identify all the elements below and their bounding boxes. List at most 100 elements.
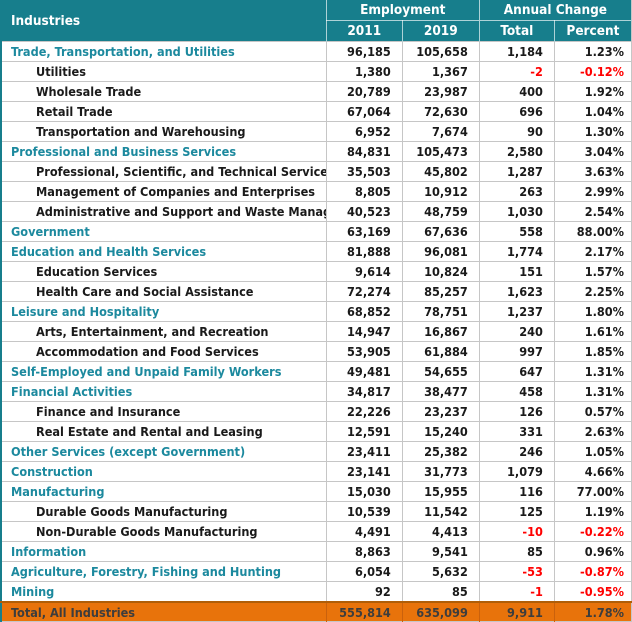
employment-2011-value: 49,481 (325, 361, 403, 382)
industry-name: Manufacturing (0, 481, 327, 502)
employment-2019-value: 105,658 (401, 41, 480, 62)
annual-change-total-value: 458 (478, 381, 555, 402)
industry-name: Agriculture, Forestry, Fishing and Hunti… (0, 561, 327, 582)
employment-2011-value: 40,523 (325, 201, 403, 222)
employment-2011-value: 84,831 (325, 141, 403, 162)
employment-2011-value: 10,539 (325, 501, 403, 522)
annual-change-total-value: 1,079 (478, 461, 555, 482)
employment-2011-value: 96,185 (325, 41, 403, 62)
industry-name: Real Estate and Rental and Leasing (0, 421, 327, 442)
annual-change-total-value: 126 (478, 401, 555, 422)
table-row: Retail Trade 67,064 72,630 696 1.04% (0, 101, 632, 122)
annual-change-percent-value: -0.95% (553, 581, 632, 603)
total-row: Total, All Industries 555,814 635,099 9,… (0, 601, 632, 622)
annual-change-total-value: 125 (478, 501, 555, 522)
annual-change-percent-value: 1.23% (553, 41, 632, 62)
employment-2011-value: 23,411 (325, 441, 403, 462)
annual-change-percent-value: 1.04% (553, 101, 632, 122)
employment-2011-value: 8,805 (325, 181, 403, 202)
table-row: Construction 23,141 31,773 1,079 4.66% (0, 461, 632, 482)
annual-change-total-value: 696 (478, 101, 555, 122)
employment-2011-value: 92 (325, 581, 403, 603)
industry-name: Transportation and Warehousing (0, 121, 327, 142)
employment-2019-value: 25,382 (401, 441, 480, 462)
annual-change-total-value: 1,287 (478, 161, 555, 182)
industry-name: Accommodation and Food Services (0, 341, 327, 362)
annual-change-total-value: 997 (478, 341, 555, 362)
total-employment-2011: 555,814 (325, 601, 403, 622)
employment-2011-value: 22,226 (325, 401, 403, 422)
employment-2011-value: 63,169 (325, 221, 403, 242)
table-row: Financial Activities 34,817 38,477 458 1… (0, 381, 632, 402)
table-row: Education Services 9,614 10,824 151 1.57… (0, 261, 632, 282)
annual-change-total-value: 246 (478, 441, 555, 462)
industry-name: Wholesale Trade (0, 81, 327, 102)
industry-name: Education and Health Services (0, 241, 327, 262)
table-row: Leisure and Hospitality 68,852 78,751 1,… (0, 301, 632, 322)
employment-2019-value: 1,367 (401, 61, 480, 82)
employment-2011-value: 20,789 (325, 81, 403, 102)
employment-2019-value: 67,636 (401, 221, 480, 242)
table-row: Mining 92 85 -1 -0.95% (0, 581, 632, 603)
annual-change-percent-value: 4.66% (553, 461, 632, 482)
employment-2019-value: 23,987 (401, 81, 480, 102)
column-header-total: Total (478, 20, 555, 42)
employment-2019-value: 78,751 (401, 301, 480, 322)
annual-change-percent-value: 2.54% (553, 201, 632, 222)
table-row: Utilities 1,380 1,367 -2 -0.12% (0, 61, 632, 82)
employment-2011-value: 35,503 (325, 161, 403, 182)
employment-2011-value: 15,030 (325, 481, 403, 502)
employment-2011-value: 1,380 (325, 61, 403, 82)
column-header-industries: Industries (1, 0, 327, 42)
column-group-employment: Employment (325, 0, 480, 21)
employment-2019-value: 85 (401, 581, 480, 603)
annual-change-total-value: 85 (478, 541, 555, 562)
employment-2011-value: 23,141 (325, 461, 403, 482)
annual-change-percent-value: 1.92% (553, 81, 632, 102)
industry-name: Information (0, 541, 327, 562)
industry-name: Durable Goods Manufacturing (0, 501, 327, 522)
table-row: Arts, Entertainment, and Recreation 14,9… (0, 321, 632, 342)
annual-change-total-value: 1,237 (478, 301, 555, 322)
employment-2011-value: 67,064 (325, 101, 403, 122)
employment-2019-value: 5,632 (401, 561, 480, 582)
employment-2019-value: 105,473 (401, 141, 480, 162)
employment-2019-value: 72,630 (401, 101, 480, 122)
column-header-2011: 2011 (325, 20, 403, 42)
industry-name: Government (0, 221, 327, 242)
table-row: Education and Health Services 81,888 96,… (0, 241, 632, 262)
employment-2019-value: 61,884 (401, 341, 480, 362)
industry-name: Professional and Business Services (0, 141, 327, 162)
employment-2011-value: 72,274 (325, 281, 403, 302)
table-row: Trade, Transportation, and Utilities 96,… (0, 41, 632, 62)
employment-2011-value: 53,905 (325, 341, 403, 362)
annual-change-percent-value: 1.61% (553, 321, 632, 342)
table-row: Real Estate and Rental and Leasing 12,59… (0, 421, 632, 442)
annual-change-percent-value: 1.31% (553, 361, 632, 382)
industry-name: Other Services (except Government) (0, 441, 327, 462)
employment-2011-value: 34,817 (325, 381, 403, 402)
total-employment-2019: 635,099 (401, 601, 480, 622)
table-row: Health Care and Social Assistance 72,274… (0, 281, 632, 302)
industry-name: Construction (0, 461, 327, 482)
employment-2011-value: 9,614 (325, 261, 403, 282)
table-row: Accommodation and Food Services 53,905 6… (0, 341, 632, 362)
table-row: Wholesale Trade 20,789 23,987 400 1.92% (0, 81, 632, 102)
employment-2019-value: 54,655 (401, 361, 480, 382)
industry-name: Retail Trade (0, 101, 327, 122)
table-row: Other Services (except Government) 23,41… (0, 441, 632, 462)
industry-name: Administrative and Support and Waste Man… (0, 201, 327, 222)
industry-name: Non-Durable Goods Manufacturing (0, 521, 327, 542)
annual-change-percent-value: 0.57% (553, 401, 632, 422)
table-row: Agriculture, Forestry, Fishing and Hunti… (0, 561, 632, 582)
annual-change-percent-value: 1.05% (553, 441, 632, 462)
annual-change-total-value: 1,774 (478, 241, 555, 262)
table-row: Government 63,169 67,636 558 88.00% (0, 221, 632, 242)
annual-change-percent-value: -0.87% (553, 561, 632, 582)
industry-name: Utilities (0, 61, 327, 82)
annual-change-percent-value: 2.17% (553, 241, 632, 262)
employment-2011-value: 6,952 (325, 121, 403, 142)
table-row: Professional and Business Services 84,83… (0, 141, 632, 162)
table-row: Finance and Insurance 22,226 23,237 126 … (0, 401, 632, 422)
industry-name: Self-Employed and Unpaid Family Workers (0, 361, 327, 382)
